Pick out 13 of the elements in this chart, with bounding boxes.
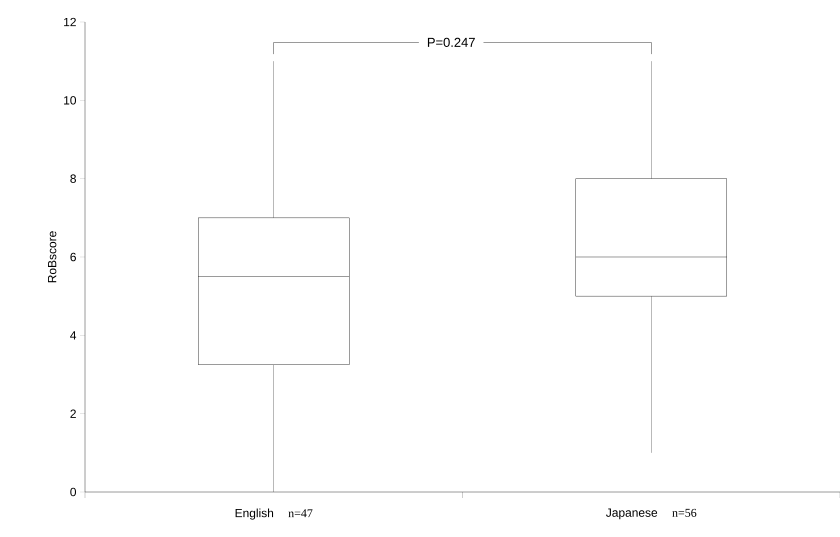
annotation: P=0.247 [428, 38, 475, 47]
y-tick-label: 2 [70, 409, 76, 418]
y-axis-title: RoBscore [48, 231, 56, 282]
x-tick-label: Japanese [606, 508, 658, 520]
y-tick-label: 4 [70, 331, 76, 340]
text: n=56 [672, 508, 696, 517]
y-tick-label: 12 [64, 18, 76, 26]
y-tick-label: 0 [70, 488, 76, 496]
y-tick-label: 10 [64, 96, 76, 105]
text: n=47 [288, 509, 313, 518]
y-tick-label: 6 [70, 252, 76, 262]
x-tick-label: English [236, 508, 274, 520]
y-tick-label: 8 [70, 174, 76, 183]
